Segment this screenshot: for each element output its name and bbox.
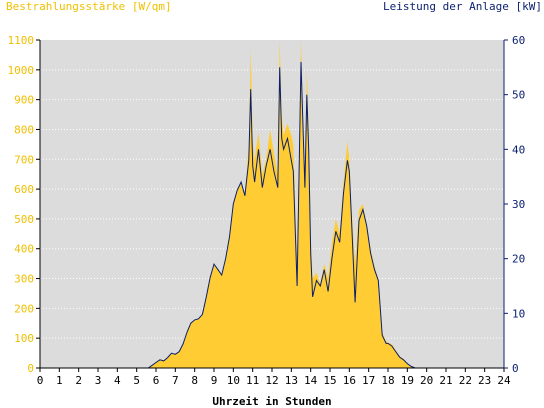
x-tick-label: 12 (265, 374, 278, 387)
x-tick-label: 17 (362, 374, 375, 387)
y-left-tick-label: 1000 (8, 64, 35, 77)
x-tick-label: 9 (211, 374, 218, 387)
x-tick-label: 15 (323, 374, 336, 387)
x-tick-label: 14 (304, 374, 318, 387)
y-left-tick-label: 500 (14, 213, 34, 226)
x-axis-label: Uhrzeit in Stunden (212, 395, 331, 408)
x-tick-label: 7 (172, 374, 179, 387)
y-left-tick-label: 400 (14, 243, 34, 256)
x-tick-label: 13 (285, 374, 298, 387)
y-right-tick-label: 10 (512, 307, 525, 320)
x-tick-label: 21 (439, 374, 452, 387)
x-tick-label: 24 (497, 374, 511, 387)
axes: 0 1 2 3 4 5 6 7 8 9 10 11 12 13 14 15 16 17 18 19 20 21 22 23 24… (8, 34, 526, 387)
x-tick-label: 23 (478, 374, 491, 387)
x-tick-label: 1 (56, 374, 63, 387)
x-tick-label: 10 (227, 374, 240, 387)
x-tick-label: 0 (37, 374, 44, 387)
y-right-tick-label: 20 (512, 253, 525, 266)
y-left-tick-label: 800 (14, 123, 34, 136)
y-left-tick-label: 600 (14, 183, 34, 196)
left-axis-title: Bestrahlungsstärke [W/qm] (6, 0, 172, 13)
x-tick-label: 22 (459, 374, 472, 387)
y-right-tick-label: 30 (512, 198, 525, 211)
y-left-tick-label: 0 (27, 362, 34, 375)
x-tick-label: 6 (153, 374, 160, 387)
x-tick-label: 19 (401, 374, 414, 387)
x-tick-label: 5 (133, 374, 140, 387)
x-tick-label: 20 (420, 374, 433, 387)
x-tick-label: 8 (191, 374, 198, 387)
x-tick-label: 2 (75, 374, 82, 387)
y-right-tick-label: 40 (512, 143, 525, 156)
y-right-tick-label: 0 (512, 362, 519, 375)
x-tick-label: 11 (246, 374, 259, 387)
y-left-tick-label: 300 (14, 273, 34, 286)
irradiance-area-series (40, 40, 504, 368)
x-tick-label: 3 (95, 374, 102, 387)
y-left-tick-label: 900 (14, 94, 34, 107)
y-left-tick-label: 200 (14, 302, 34, 315)
y-left-tick-label: 100 (14, 332, 34, 345)
right-axis-title: Leistung der Anlage [kW] (383, 0, 542, 13)
power-line-series (40, 61, 504, 369)
y-left-tick-label: 700 (14, 153, 34, 166)
y-right-tick-label: 50 (512, 89, 525, 102)
x-tick-label: 4 (114, 374, 121, 387)
x-tick-label: 18 (381, 374, 394, 387)
y-left-tick-label: 1100 (8, 34, 35, 47)
y-right-tick-label: 60 (512, 34, 525, 47)
x-tick-label: 16 (343, 374, 356, 387)
